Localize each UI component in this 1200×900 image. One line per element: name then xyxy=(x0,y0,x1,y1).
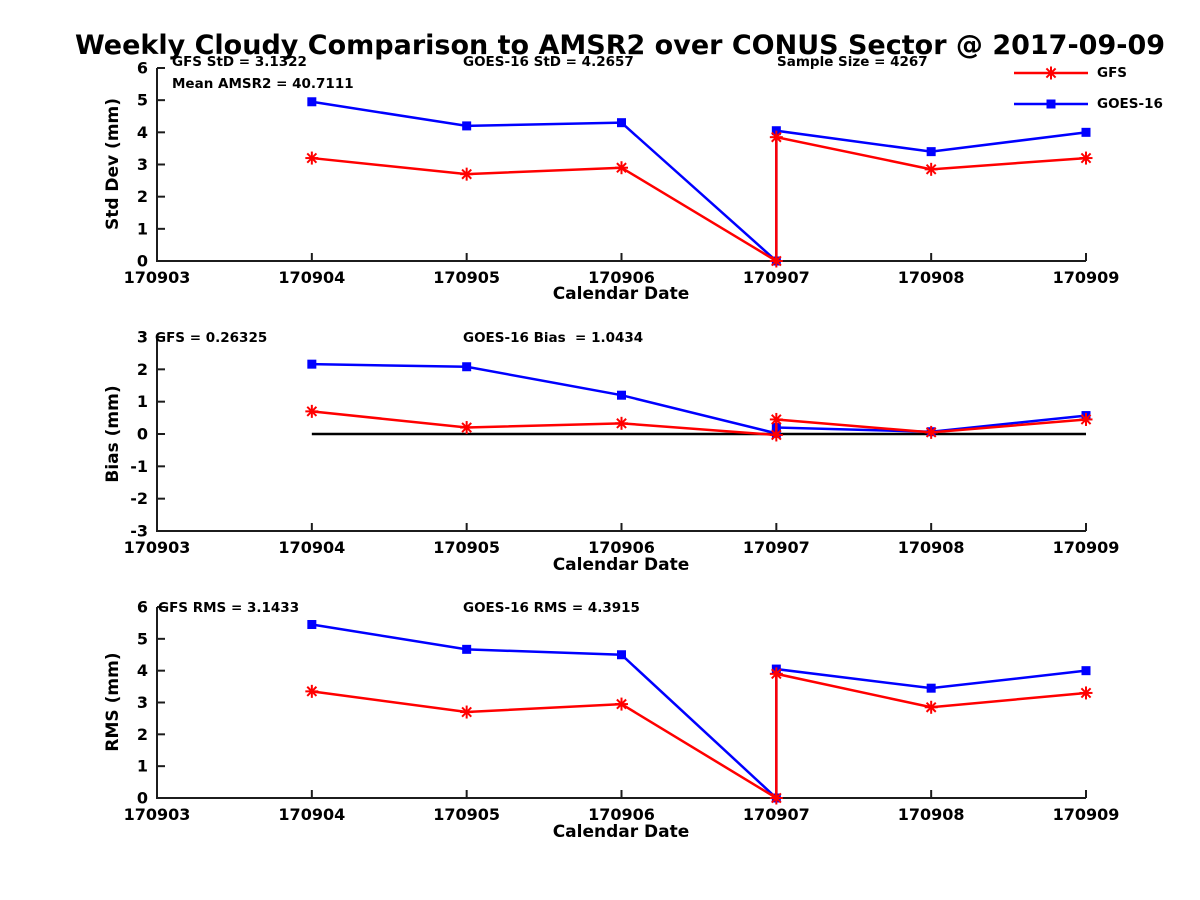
y-tick-label: 5 xyxy=(137,91,148,110)
annotation-gfs-std: GFS StD = 3.1322 xyxy=(172,54,307,70)
asterisk-marker xyxy=(305,684,319,698)
y-tick-label: 6 xyxy=(137,598,148,617)
x-tick-label: 170909 xyxy=(1053,268,1120,287)
asterisk-marker xyxy=(615,697,628,711)
gfs-series xyxy=(305,130,1093,268)
annotation-mean-amsr2: Mean AMSR2 = 40.7111 xyxy=(172,76,354,92)
annotation-goes16-bias: GOES-16 Bias = 1.0434 xyxy=(463,330,644,346)
goes-16-series xyxy=(307,620,1091,803)
asterisk-marker xyxy=(769,130,783,144)
y-tick-label: 1 xyxy=(137,392,148,411)
y-tick-label: -3 xyxy=(130,522,148,541)
asterisk-marker xyxy=(769,791,783,805)
asterisk-marker xyxy=(460,421,474,435)
legend-item-gfs: GFS xyxy=(1012,63,1127,83)
bias-y-axis-label: Bias (mm) xyxy=(103,385,123,483)
stddev-y-axis-label: Std Dev (mm) xyxy=(103,97,123,231)
x-tick-label: 170905 xyxy=(433,268,500,287)
legend-item-goes16: GOES-16 xyxy=(1012,94,1163,114)
asterisk-marker xyxy=(615,416,628,430)
asterisk-marker xyxy=(1044,66,1058,80)
x-tick-label: 170908 xyxy=(898,268,965,287)
y-tick-label: 2 xyxy=(137,187,148,206)
x-tick-label: 170906 xyxy=(588,268,655,287)
figure-title: Weekly Cloudy Comparison to AMSR2 over C… xyxy=(74,30,1166,61)
x-tick-label: 170905 xyxy=(433,538,500,557)
asterisk-marker xyxy=(305,404,319,418)
bias-x-axis-label: Calendar Date xyxy=(552,555,690,575)
y-tick-label: -1 xyxy=(130,457,148,476)
y-tick-label: 4 xyxy=(137,661,148,680)
y-tick-label: 3 xyxy=(137,155,148,174)
gfs-legend-swatch-icon xyxy=(1014,66,1088,80)
y-tick-label: 6 xyxy=(137,59,148,78)
x-tick-label: 170904 xyxy=(278,268,345,287)
goes16-legend-swatch-icon xyxy=(1014,99,1088,109)
y-tick-label: 0 xyxy=(137,425,148,444)
x-tick-label: 170909 xyxy=(1053,805,1120,824)
asterisk-marker xyxy=(924,162,938,176)
y-tick-label: 0 xyxy=(137,789,148,808)
asterisk-marker xyxy=(305,151,319,165)
asterisk-marker xyxy=(1079,151,1093,165)
x-tick-label: 170907 xyxy=(743,538,810,557)
asterisk-marker xyxy=(1079,686,1093,700)
annotation-goes16-std: GOES-16 StD = 4.2657 xyxy=(463,54,634,70)
x-tick-label: 170903 xyxy=(124,538,191,557)
x-tick-label: 170903 xyxy=(124,805,191,824)
asterisk-marker xyxy=(769,428,783,442)
asterisk-marker xyxy=(769,254,783,268)
legend-label-goes16: GOES-16 xyxy=(1097,96,1163,112)
y-tick-label: 2 xyxy=(137,725,148,744)
goes-16-series xyxy=(307,359,1091,438)
rms-x-axis-label: Calendar Date xyxy=(552,822,690,842)
annotation-gfs-bias: GFS = 0.26325 xyxy=(155,330,268,346)
y-tick-label: 1 xyxy=(137,219,148,238)
goes-16-series xyxy=(307,97,1091,266)
y-tick-label: 3 xyxy=(137,693,148,712)
asterisk-marker xyxy=(1079,412,1093,426)
x-tick-label: 170906 xyxy=(588,538,655,557)
rms-y-axis-label: RMS (mm) xyxy=(103,652,123,752)
chart-0: 0 1 2 3 4 5 6 170903 170904 170905 170906 170907 170… xyxy=(124,59,1120,288)
y-tick-label: 4 xyxy=(137,123,148,142)
x-tick-label: 170908 xyxy=(898,805,965,824)
y-tick-label: 0 xyxy=(137,252,148,271)
x-tick-label: 170906 xyxy=(588,805,655,824)
legend-label-gfs: GFS xyxy=(1097,65,1128,81)
x-tick-label: 170903 xyxy=(124,268,191,287)
y-tick-label: 2 xyxy=(137,360,148,379)
asterisk-marker xyxy=(615,161,628,175)
x-tick-label: 170909 xyxy=(1053,538,1120,557)
asterisk-marker xyxy=(460,705,474,719)
x-tick-label: 170905 xyxy=(433,805,500,824)
asterisk-marker xyxy=(769,412,783,426)
x-tick-label: 170908 xyxy=(898,538,965,557)
x-tick-label: 170904 xyxy=(278,538,345,557)
gfs-series xyxy=(305,667,1093,805)
asterisk-marker xyxy=(769,667,783,681)
stddev-x-axis-label: Calendar Date xyxy=(552,284,690,304)
chart-1: -3 -2 -1 0 1 2 3 170903 170904 170905 170906 170907… xyxy=(124,328,1120,558)
annotation-sample-size: Sample Size = 4267 xyxy=(777,54,928,70)
gfs-series xyxy=(305,404,1093,442)
x-tick-label: 170904 xyxy=(278,805,345,824)
x-tick-label: 170907 xyxy=(743,268,810,287)
asterisk-marker xyxy=(924,700,938,714)
x-tick-label: 170907 xyxy=(743,805,810,824)
asterisk-marker xyxy=(460,167,474,181)
annotation-gfs-rms: GFS RMS = 3.1433 xyxy=(158,600,300,616)
chart-2: 0 1 2 3 4 5 6 170903 170904 170905 170906 170907 170… xyxy=(124,598,1120,825)
annotation-goes16-rms: GOES-16 RMS = 4.3915 xyxy=(463,600,640,616)
y-tick-label: 1 xyxy=(137,757,148,776)
y-tick-label: 5 xyxy=(137,629,148,648)
y-tick-label: -2 xyxy=(130,489,148,508)
y-tick-label: 3 xyxy=(137,328,148,347)
asterisk-marker xyxy=(924,425,938,439)
